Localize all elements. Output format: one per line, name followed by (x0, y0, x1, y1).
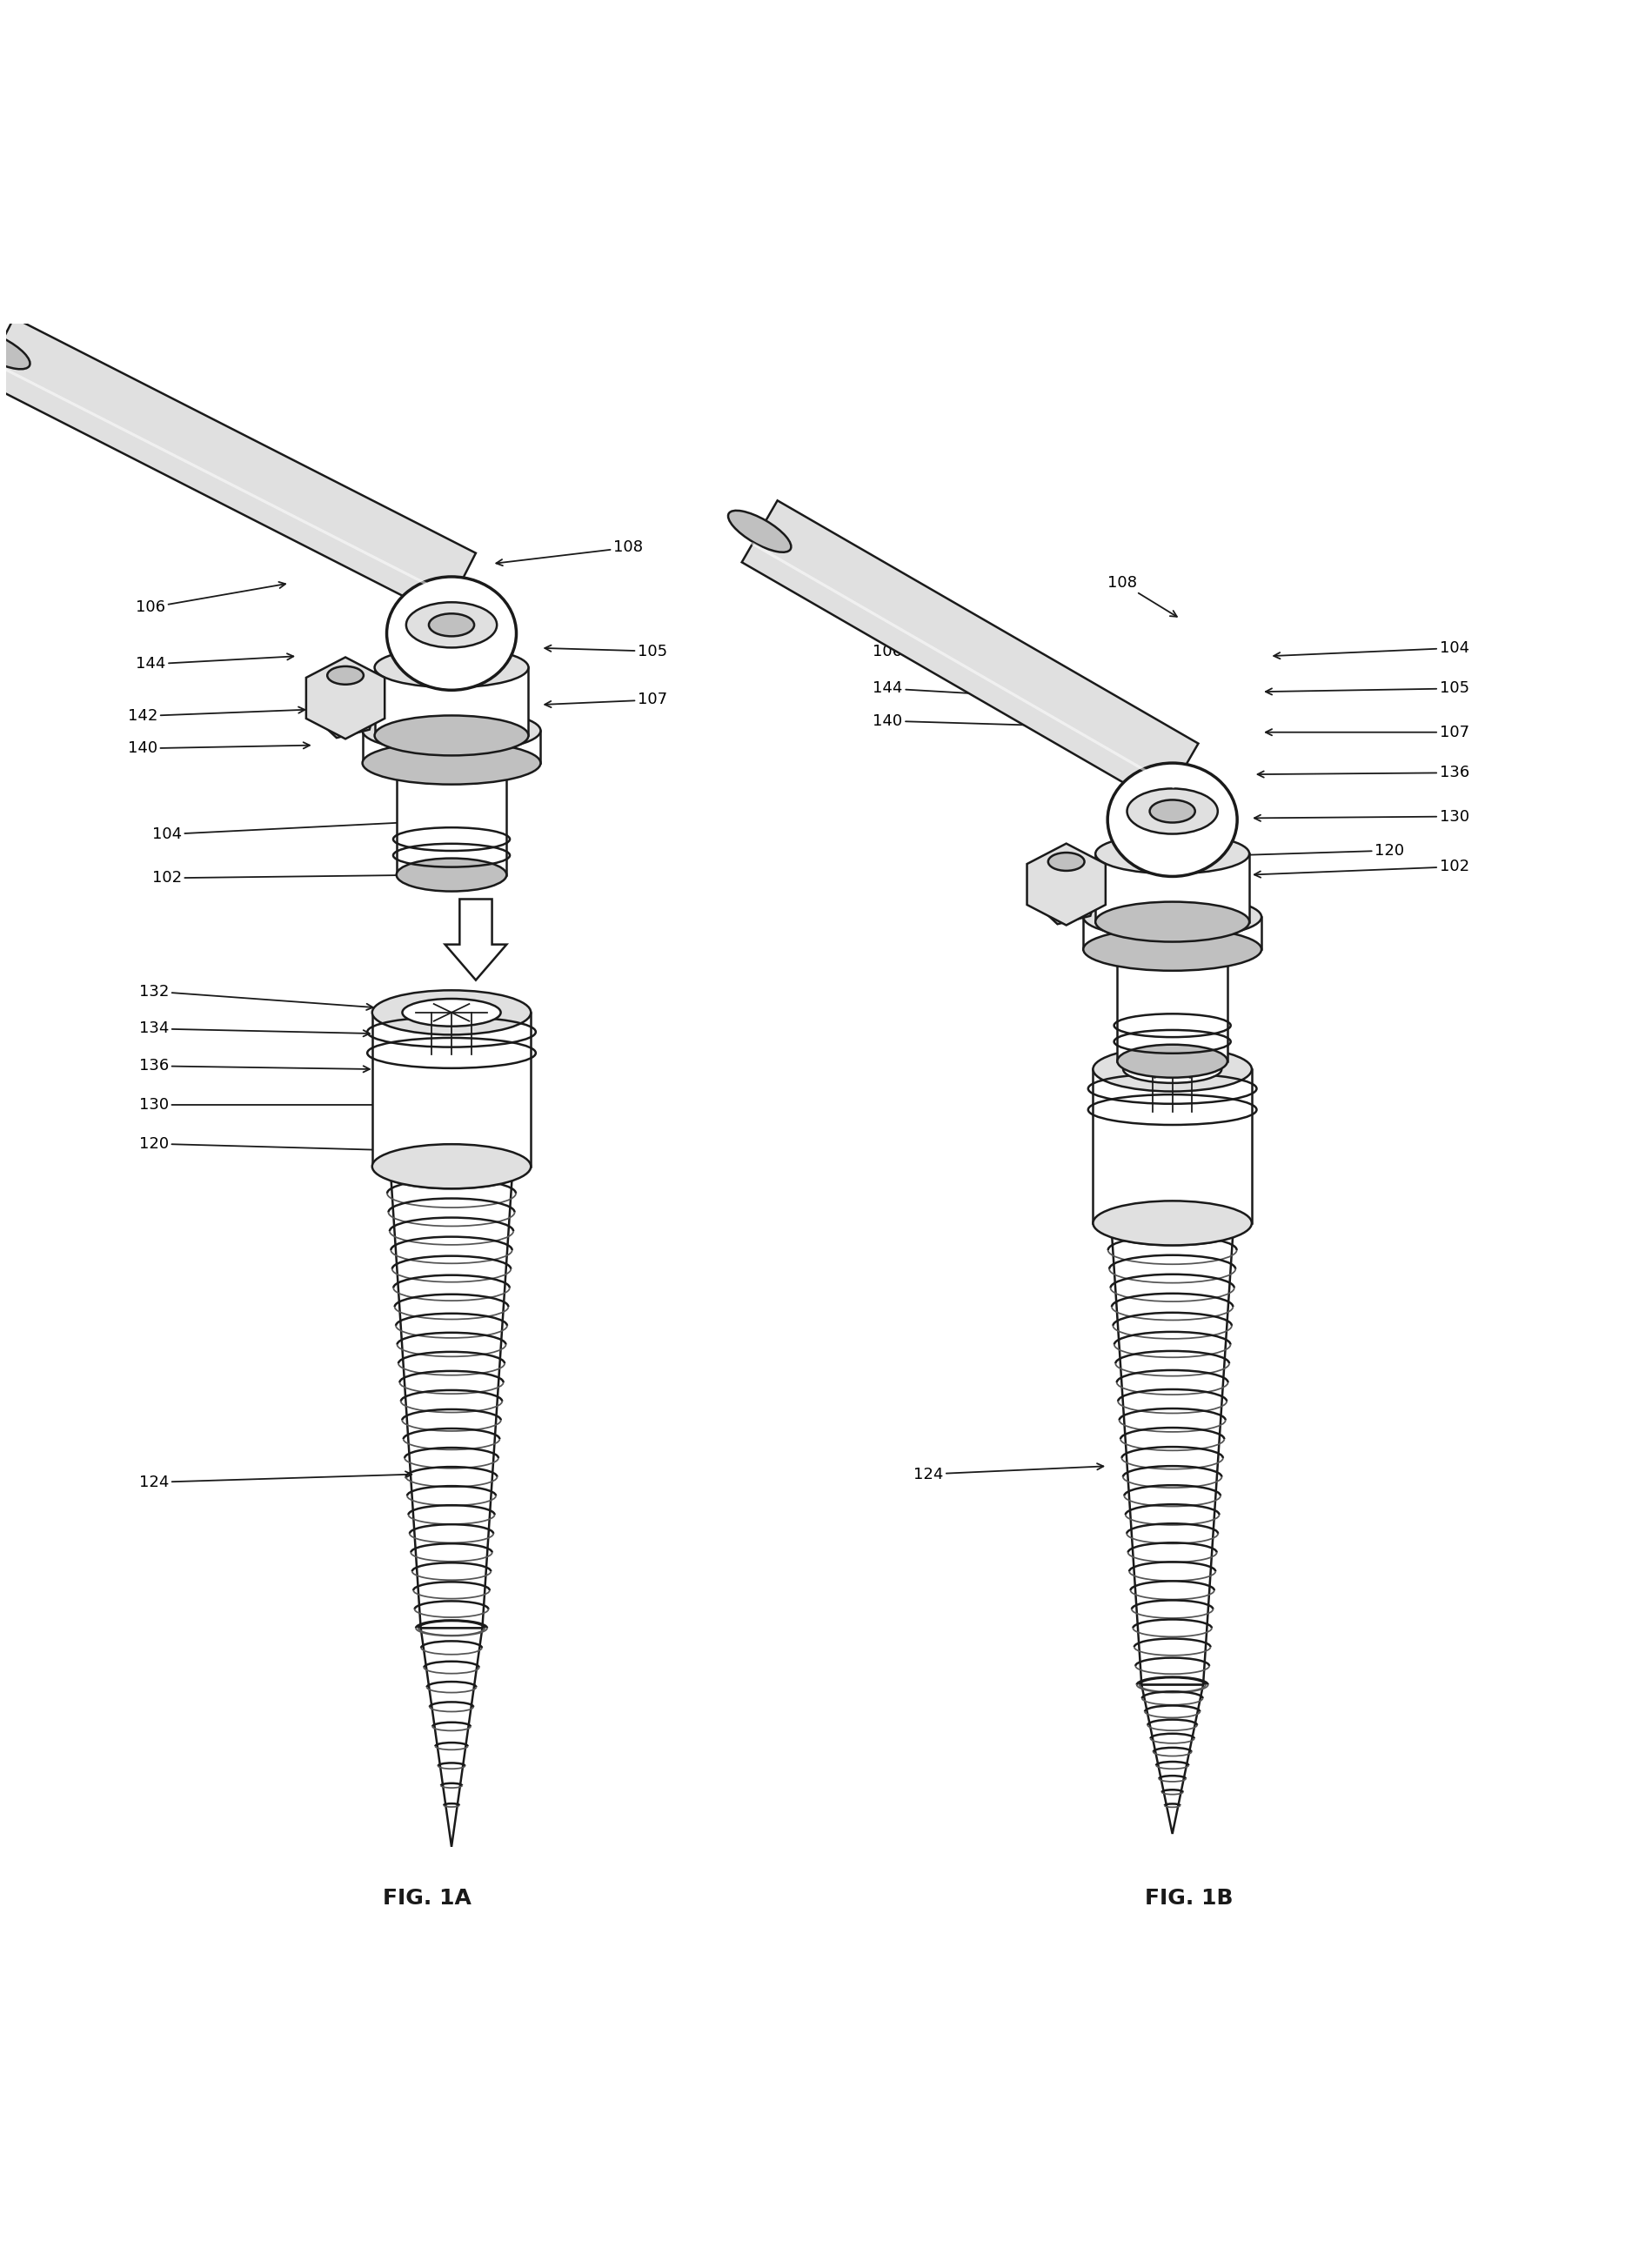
Ellipse shape (1123, 1055, 1222, 1084)
Ellipse shape (1108, 762, 1237, 875)
Bar (372, 1012, 530, 1166)
Ellipse shape (401, 655, 501, 680)
Polygon shape (390, 1175, 512, 1628)
Ellipse shape (429, 615, 475, 637)
Ellipse shape (1093, 1200, 1252, 1245)
Text: 102: 102 (152, 871, 431, 887)
Polygon shape (743, 501, 1198, 805)
Text: 107: 107 (545, 692, 667, 708)
Text: 130: 130 (139, 1098, 382, 1114)
Text: 105: 105 (545, 644, 667, 660)
Polygon shape (1111, 1232, 1234, 1685)
Text: 108: 108 (496, 540, 643, 565)
Bar (362, 730, 540, 762)
FancyArrow shape (446, 898, 506, 980)
Ellipse shape (1048, 853, 1084, 871)
Text: 142: 142 (127, 708, 305, 723)
Ellipse shape (413, 1163, 490, 1186)
Text: 120: 120 (1239, 844, 1405, 857)
Bar (413, 1166, 490, 1175)
Text: 140: 140 (873, 712, 1046, 728)
Text: 144: 144 (873, 680, 1022, 699)
Text: FIG. 1B: FIG. 1B (1144, 1887, 1232, 1907)
Text: FIG. 1A: FIG. 1A (384, 1887, 472, 1907)
Text: 108: 108 (1108, 576, 1177, 617)
Bar (1095, 853, 1250, 921)
Text: 124: 124 (914, 1463, 1103, 1481)
Polygon shape (307, 658, 385, 739)
Bar (1084, 916, 1262, 950)
Ellipse shape (1095, 835, 1250, 873)
Ellipse shape (1118, 1046, 1227, 1077)
Ellipse shape (0, 329, 29, 370)
Ellipse shape (1093, 1048, 1252, 1091)
Ellipse shape (362, 710, 540, 753)
Ellipse shape (375, 646, 529, 687)
Text: 106: 106 (873, 644, 999, 660)
Ellipse shape (1118, 923, 1227, 957)
Text: 140: 140 (127, 742, 310, 755)
Polygon shape (1142, 1685, 1203, 1835)
Text: 136: 136 (1258, 764, 1469, 780)
Text: 134: 134 (139, 1021, 369, 1036)
Ellipse shape (328, 667, 364, 685)
Ellipse shape (1128, 789, 1217, 835)
Text: 144: 144 (135, 653, 294, 671)
Text: 130: 130 (1255, 810, 1469, 823)
Text: 105: 105 (1266, 680, 1469, 696)
Text: 102: 102 (1255, 860, 1469, 878)
Ellipse shape (403, 998, 501, 1027)
Ellipse shape (1084, 896, 1262, 939)
Ellipse shape (362, 742, 540, 785)
Ellipse shape (728, 510, 792, 551)
Ellipse shape (1149, 801, 1195, 823)
Polygon shape (421, 1628, 483, 1846)
Ellipse shape (397, 857, 506, 891)
Text: 104: 104 (152, 819, 423, 841)
Text: 104: 104 (1273, 640, 1469, 658)
Ellipse shape (372, 1143, 530, 1188)
Polygon shape (1027, 844, 1105, 925)
Ellipse shape (1123, 841, 1222, 866)
Polygon shape (313, 676, 379, 737)
Text: 106: 106 (135, 583, 286, 615)
Bar (1093, 1068, 1252, 1222)
Bar (1118, 939, 1227, 1061)
Ellipse shape (413, 1154, 490, 1177)
Ellipse shape (1134, 1211, 1211, 1234)
Ellipse shape (1084, 928, 1262, 971)
Bar (1134, 1222, 1211, 1232)
Bar (375, 667, 529, 735)
Ellipse shape (1134, 1220, 1211, 1243)
Ellipse shape (406, 603, 496, 649)
Ellipse shape (1095, 903, 1250, 941)
Text: 132: 132 (139, 984, 372, 1009)
Ellipse shape (372, 991, 530, 1034)
Text: 136: 136 (139, 1059, 369, 1073)
Ellipse shape (375, 714, 529, 755)
Polygon shape (1033, 862, 1098, 923)
Text: 120: 120 (139, 1136, 385, 1152)
Text: 124: 124 (139, 1472, 411, 1490)
Ellipse shape (387, 576, 516, 689)
Bar (397, 753, 506, 875)
Ellipse shape (397, 737, 506, 769)
Polygon shape (0, 318, 477, 617)
Text: 107: 107 (1266, 723, 1469, 739)
